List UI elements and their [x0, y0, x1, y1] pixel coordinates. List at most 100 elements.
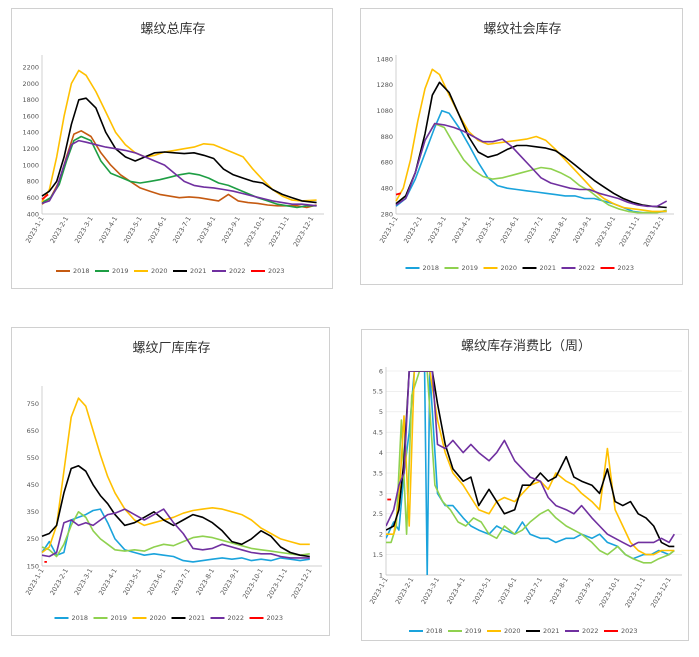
- x-tick-label: 2023-7-1: [522, 576, 544, 606]
- legend-label-2022: 2022: [582, 627, 599, 635]
- x-tick-label: 2023-1-1: [378, 215, 400, 245]
- x-tick-label: 2023-5-1: [475, 215, 497, 245]
- legend-label-2022: 2022: [228, 614, 245, 622]
- legend-label-2020: 2020: [501, 264, 518, 272]
- legend-label-2023: 2023: [618, 264, 635, 272]
- chart-title: 螺纹总库存: [140, 21, 205, 37]
- legend-label-2022: 2022: [229, 267, 246, 275]
- chart-panel-total-inventory: 螺纹总库存 400 600 800 1000 1200 1400 1600 1800 2000 22…: [11, 8, 333, 289]
- chart-panel-inventory-consumption-ratio: 螺纹库存消费比（周） 1 1.5 2 2.5 3 3.5 4 4.5 5 5.5 6 2023-1-1 2…: [361, 329, 689, 641]
- x-tick-label: 2023-10-1: [598, 576, 622, 609]
- x-tick-label: 2023-2-1: [49, 215, 71, 245]
- y-tick-label: 3.5: [373, 469, 383, 477]
- legend-label-2022: 2022: [579, 264, 596, 272]
- legend-label-2021: 2021: [543, 627, 560, 635]
- legend-label-2021: 2021: [540, 264, 557, 272]
- x-tick-label: 2023-4-1: [97, 567, 119, 597]
- legend-label-2019: 2019: [111, 614, 128, 622]
- x-tick-label: 2023-9-1: [220, 215, 242, 245]
- y-tick-label: 5: [379, 408, 383, 416]
- y-tick-label: 1200: [22, 145, 39, 153]
- x-tick-label: 2023-6-1: [147, 215, 169, 245]
- chart-panel-social-inventory: 螺纹社会库存 280 480 680 880 1080 1280 1480 2023-1-1 20…: [360, 8, 683, 285]
- total-inventory-chart: 螺纹总库存 400 600 800 1000 1200 1400 1600 1800 2000 22…: [22, 21, 324, 275]
- series-line-2020: [395, 68, 667, 213]
- x-tick-label: 2023-3-1: [73, 215, 95, 245]
- x-tick-label: 2023-6-1: [146, 567, 168, 597]
- x-tick-label: 2023-7-1: [171, 215, 193, 245]
- x-tick-label: 2023-7-1: [170, 567, 192, 597]
- y-tick-label: 650: [27, 427, 39, 435]
- y-tick-label: 750: [27, 400, 39, 408]
- series-line-2021: [386, 371, 675, 548]
- series-line-2022: [386, 371, 675, 548]
- x-tick-label: 2023-1-1: [24, 567, 46, 597]
- series-line-2021: [41, 97, 317, 204]
- legend-label-2023: 2023: [267, 614, 284, 622]
- x-tick-label: 2023-12-1: [292, 215, 316, 248]
- legend-label-2018: 2018: [426, 627, 443, 635]
- y-tick-label: 400: [27, 210, 39, 218]
- series-line-2018: [41, 130, 317, 209]
- series-line-2018: [41, 508, 310, 563]
- x-tick-label: 2023-5-1: [121, 567, 143, 597]
- y-tick-label: 1280: [376, 81, 393, 89]
- x-tick-label: 2023-10-1: [241, 567, 265, 600]
- x-tick-label: 2023-4-1: [445, 576, 467, 606]
- legend-label-2018: 2018: [72, 614, 89, 622]
- y-tick-label: 600: [27, 194, 39, 202]
- chart-title: 螺纹厂库库存: [132, 340, 210, 356]
- x-tick-label: 2023-2-1: [402, 215, 424, 245]
- x-tick-label: 2023-3-1: [426, 215, 448, 245]
- x-tick-label: 2023-12-1: [642, 215, 666, 248]
- legend-label-2023: 2023: [268, 267, 285, 275]
- y-tick-label: 480: [381, 184, 393, 192]
- y-tick-label: 4: [379, 449, 383, 457]
- series-line-2020: [41, 397, 310, 554]
- x-tick-label: 2023-9-1: [574, 576, 596, 606]
- x-tick-label: 2023-6-1: [497, 576, 519, 606]
- x-tick-label: 2023-5-1: [471, 576, 493, 606]
- x-tick-label: 2023-5-1: [122, 215, 144, 245]
- x-tick-label: 2023-12-1: [649, 576, 673, 609]
- series-line-2022: [395, 122, 668, 208]
- series-line-2023: [395, 192, 402, 196]
- y-tick-label: 1400: [22, 129, 39, 137]
- series-line-2018: [395, 109, 667, 214]
- series-line-2020: [386, 371, 675, 556]
- x-tick-label: 2023-10-1: [243, 215, 267, 248]
- y-tick-label: 800: [27, 178, 39, 186]
- chart-title: 螺纹库存消费比（周）: [461, 338, 591, 354]
- x-tick-label: 2023-7-1: [523, 215, 545, 245]
- y-tick-label: 150: [27, 562, 39, 570]
- series-line-2019: [386, 371, 675, 564]
- x-tick-label: 2023-11-1: [265, 567, 289, 600]
- series-line-2022: [41, 139, 317, 207]
- legend-label-2018: 2018: [423, 264, 440, 272]
- x-tick-label: 2023-4-1: [98, 215, 120, 245]
- x-tick-label: 2023-1-1: [368, 576, 390, 606]
- series-line-2022: [41, 508, 310, 559]
- y-tick-label: 450: [27, 481, 39, 489]
- legend-label-2018: 2018: [73, 267, 90, 275]
- y-tick-label: 1000: [22, 161, 39, 169]
- series-line-2021: [41, 465, 310, 558]
- y-tick-label: 1600: [22, 112, 39, 120]
- y-tick-label: 2000: [22, 80, 39, 88]
- legend-label-2021: 2021: [190, 267, 207, 275]
- x-tick-label: 2023-3-1: [73, 567, 95, 597]
- y-tick-label: 1800: [22, 96, 39, 104]
- y-tick-label: 2200: [22, 63, 39, 71]
- y-tick-label: 5.5: [373, 388, 383, 396]
- y-tick-label: 280: [381, 210, 393, 218]
- legend-label-2019: 2019: [465, 627, 482, 635]
- y-tick-label: 2.5: [373, 510, 383, 518]
- y-tick-label: 3: [379, 490, 383, 498]
- y-tick-label: 880: [381, 133, 393, 141]
- legend-label-2021: 2021: [189, 614, 206, 622]
- series-line-2020: [41, 69, 317, 203]
- legend-label-2023: 2023: [621, 627, 638, 635]
- x-tick-label: 2023-8-1: [196, 215, 218, 245]
- x-tick-label: 2023-12-1: [290, 567, 314, 600]
